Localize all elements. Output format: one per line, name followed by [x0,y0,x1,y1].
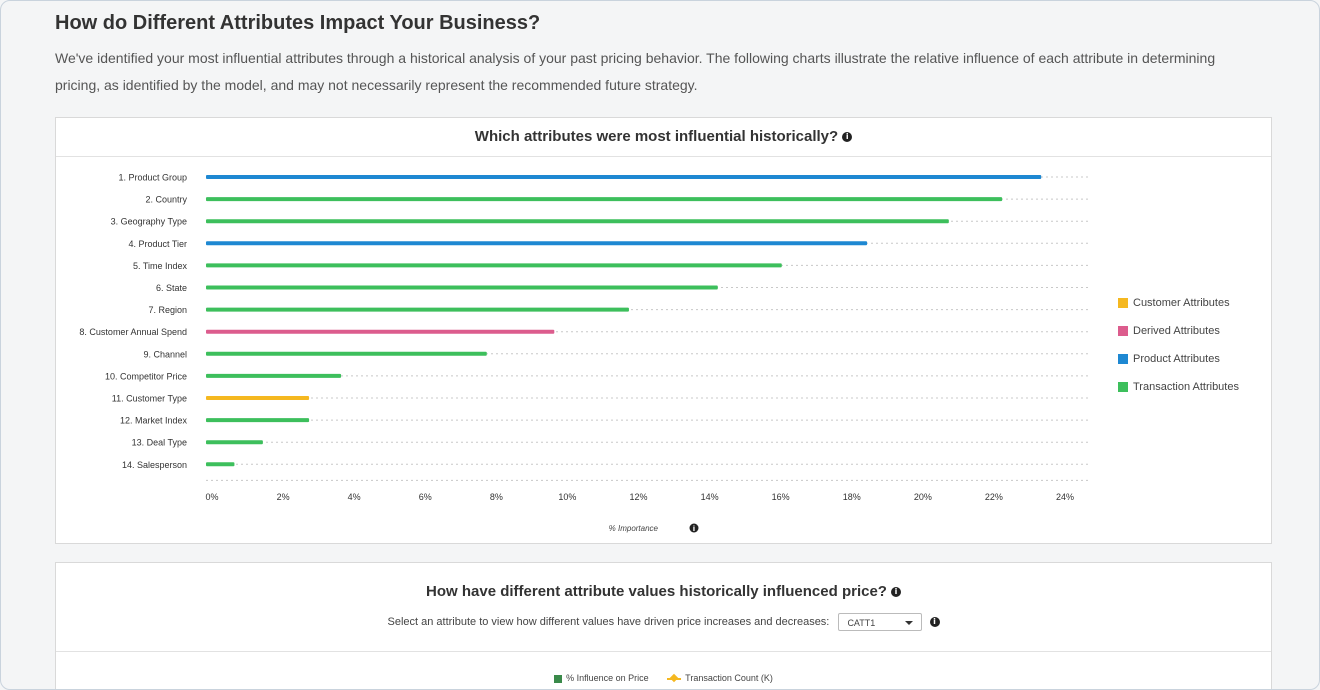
attribute-selector-prompt: Select an attribute to view how differen… [387,615,830,628]
section2-title-row: How have different attribute values hist… [56,563,1271,621]
legend-item-influence[interactable]: % Influence on Price [554,673,651,683]
category-label: 11. Customer Type [112,394,187,404]
page-heading: How do Different Attributes Impact Your … [55,12,541,34]
category-label: 7. Region [148,305,187,315]
x-tick-label: 8% [490,492,503,502]
influence-bar-chart: 1. Product Group 2. Country 3. Geography T… [79,173,1088,533]
category-label: 13. Deal Type [132,438,187,448]
category-label: 4. Product Tier [128,239,187,249]
legend-label: % Influence on Price [566,673,649,683]
legend-label: Derived Attributes [1133,325,1220,337]
diamond-icon [669,673,679,682]
category-label: 9. Channel [143,349,187,359]
section2-legend: % Influence on Price Transaction Count (… [56,673,1271,683]
category-label: 5. Time Index [133,261,188,271]
legend-item-transaction-count[interactable]: Transaction Count (K) [667,673,773,683]
intro-text: We've identified your most influential a… [55,50,1216,93]
x-tick-label: 12% [629,492,647,502]
legend-swatch [1118,382,1128,392]
x-axis-label: % Importance [609,524,659,533]
legend-label: Transaction Count (K) [685,673,773,683]
bar[interactable] [206,219,949,224]
x-tick-label: 0% [205,492,218,502]
category-label: 1. Product Group [118,173,187,183]
x-tick-label: 20% [914,492,932,502]
legend-label: Product Attributes [1133,353,1220,365]
category-label: 8. Customer Annual Spend [79,327,187,337]
legend-swatch [667,673,682,682]
bar[interactable] [206,373,342,378]
influence-chart-card: Which attributes were most influential h… [55,117,1272,544]
bar[interactable] [206,197,1003,202]
info-icon[interactable]: i [890,587,901,598]
value-influence-card: How have different attribute values hist… [55,562,1272,689]
bar[interactable] [206,241,868,246]
legend-swatch [1118,326,1128,336]
bar[interactable] [206,285,718,290]
legend-label: Customer Attributes [1133,297,1230,309]
x-tick-label: 24% [1056,492,1074,502]
chevron-down-icon [905,621,914,625]
legend-item[interactable]: Product Attributes [1118,345,1239,373]
chart-title: Which attributes were most influential h… [474,128,839,145]
section2-title: How have different attribute values hist… [426,583,887,600]
chart-title-row: Which attributes were most influential h… [56,118,1271,157]
bar[interactable] [206,175,1042,179]
bar[interactable] [206,440,263,445]
bar[interactable] [206,263,782,268]
category-label: 3. Geography Type [111,217,187,227]
legend-item[interactable]: Derived Attributes [1118,317,1239,345]
attribute-selector-row: Select an attribute to view how differen… [56,613,1271,631]
bar[interactable] [206,329,555,334]
info-icon[interactable]: i [842,132,853,143]
bar[interactable] [206,396,310,400]
category-label: 2. Country [145,195,187,205]
x-tick-label: 18% [843,492,861,502]
category-label: 10. Competitor Price [105,371,187,381]
bar[interactable] [206,307,629,312]
section2-divider [56,651,1271,652]
x-tick-label: 22% [985,492,1003,502]
legend-swatch [554,674,563,683]
legend-item[interactable]: Customer Attributes [1118,289,1239,317]
info-icon-glyph: i [693,525,695,533]
info-icon[interactable]: i [929,617,940,627]
chart-legend: Customer Attributes Derived Attributes Pro… [1118,289,1239,401]
legend-item[interactable]: Transaction Attributes [1118,373,1239,401]
category-label: 14. Salesperson [122,460,187,470]
x-tick-label: 10% [558,492,576,502]
attribute-select-value: CATT1 [847,618,876,628]
info-icon[interactable] [689,523,699,533]
x-tick-label: 16% [772,492,790,502]
legend-swatch [1118,354,1128,364]
x-tick-label: 2% [277,492,290,502]
bar[interactable] [206,462,235,467]
category-label: 6. State [156,283,187,293]
legend-label: Transaction Attributes [1133,381,1239,393]
category-label: 12. Market Index [120,416,188,426]
x-tick-label: 4% [348,492,361,502]
legend-swatch [1118,298,1128,308]
bar[interactable] [206,418,310,423]
attribute-select[interactable]: CATT1 [838,613,923,631]
bar[interactable] [206,351,487,356]
x-tick-label: 14% [701,492,719,502]
x-tick-label: 6% [419,492,432,502]
